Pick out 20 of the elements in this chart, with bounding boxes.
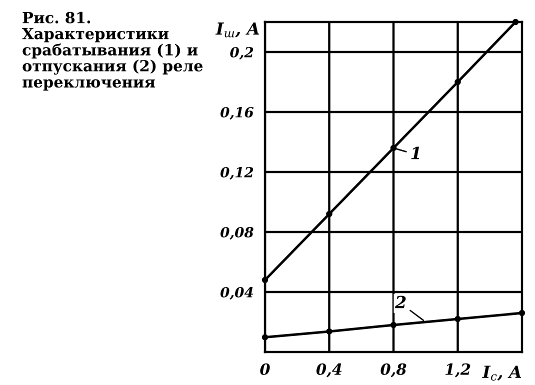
point	[326, 328, 332, 335]
y-tick-label: 0,16	[220, 106, 254, 120]
x-axis-title: I$_{c}$, A	[482, 366, 522, 381]
y-tick-label: 0,08	[220, 226, 254, 240]
x-tick-label: 0,4	[316, 363, 342, 378]
annotation: 1	[411, 146, 420, 160]
y-tick-label: 0,2	[230, 46, 254, 60]
text: Рис. 81. Характеристики срабатывания (1) и отпускания (2) реле переключения	[22, 12, 203, 91]
x-tick-label: 0	[260, 363, 270, 375]
point	[454, 316, 461, 322]
point	[390, 144, 397, 152]
x-tick-label: 0,8	[380, 363, 406, 378]
y-tick-label: 0,12	[220, 166, 254, 180]
point	[454, 78, 461, 86]
point	[390, 322, 397, 328]
point	[326, 210, 332, 218]
x-tick-label: 1,2	[445, 363, 470, 378]
y-tick-label: 0,04	[220, 286, 254, 300]
y-axis-title: I$_{ш}$, A	[215, 22, 260, 38]
annotation: 2	[394, 296, 406, 308]
